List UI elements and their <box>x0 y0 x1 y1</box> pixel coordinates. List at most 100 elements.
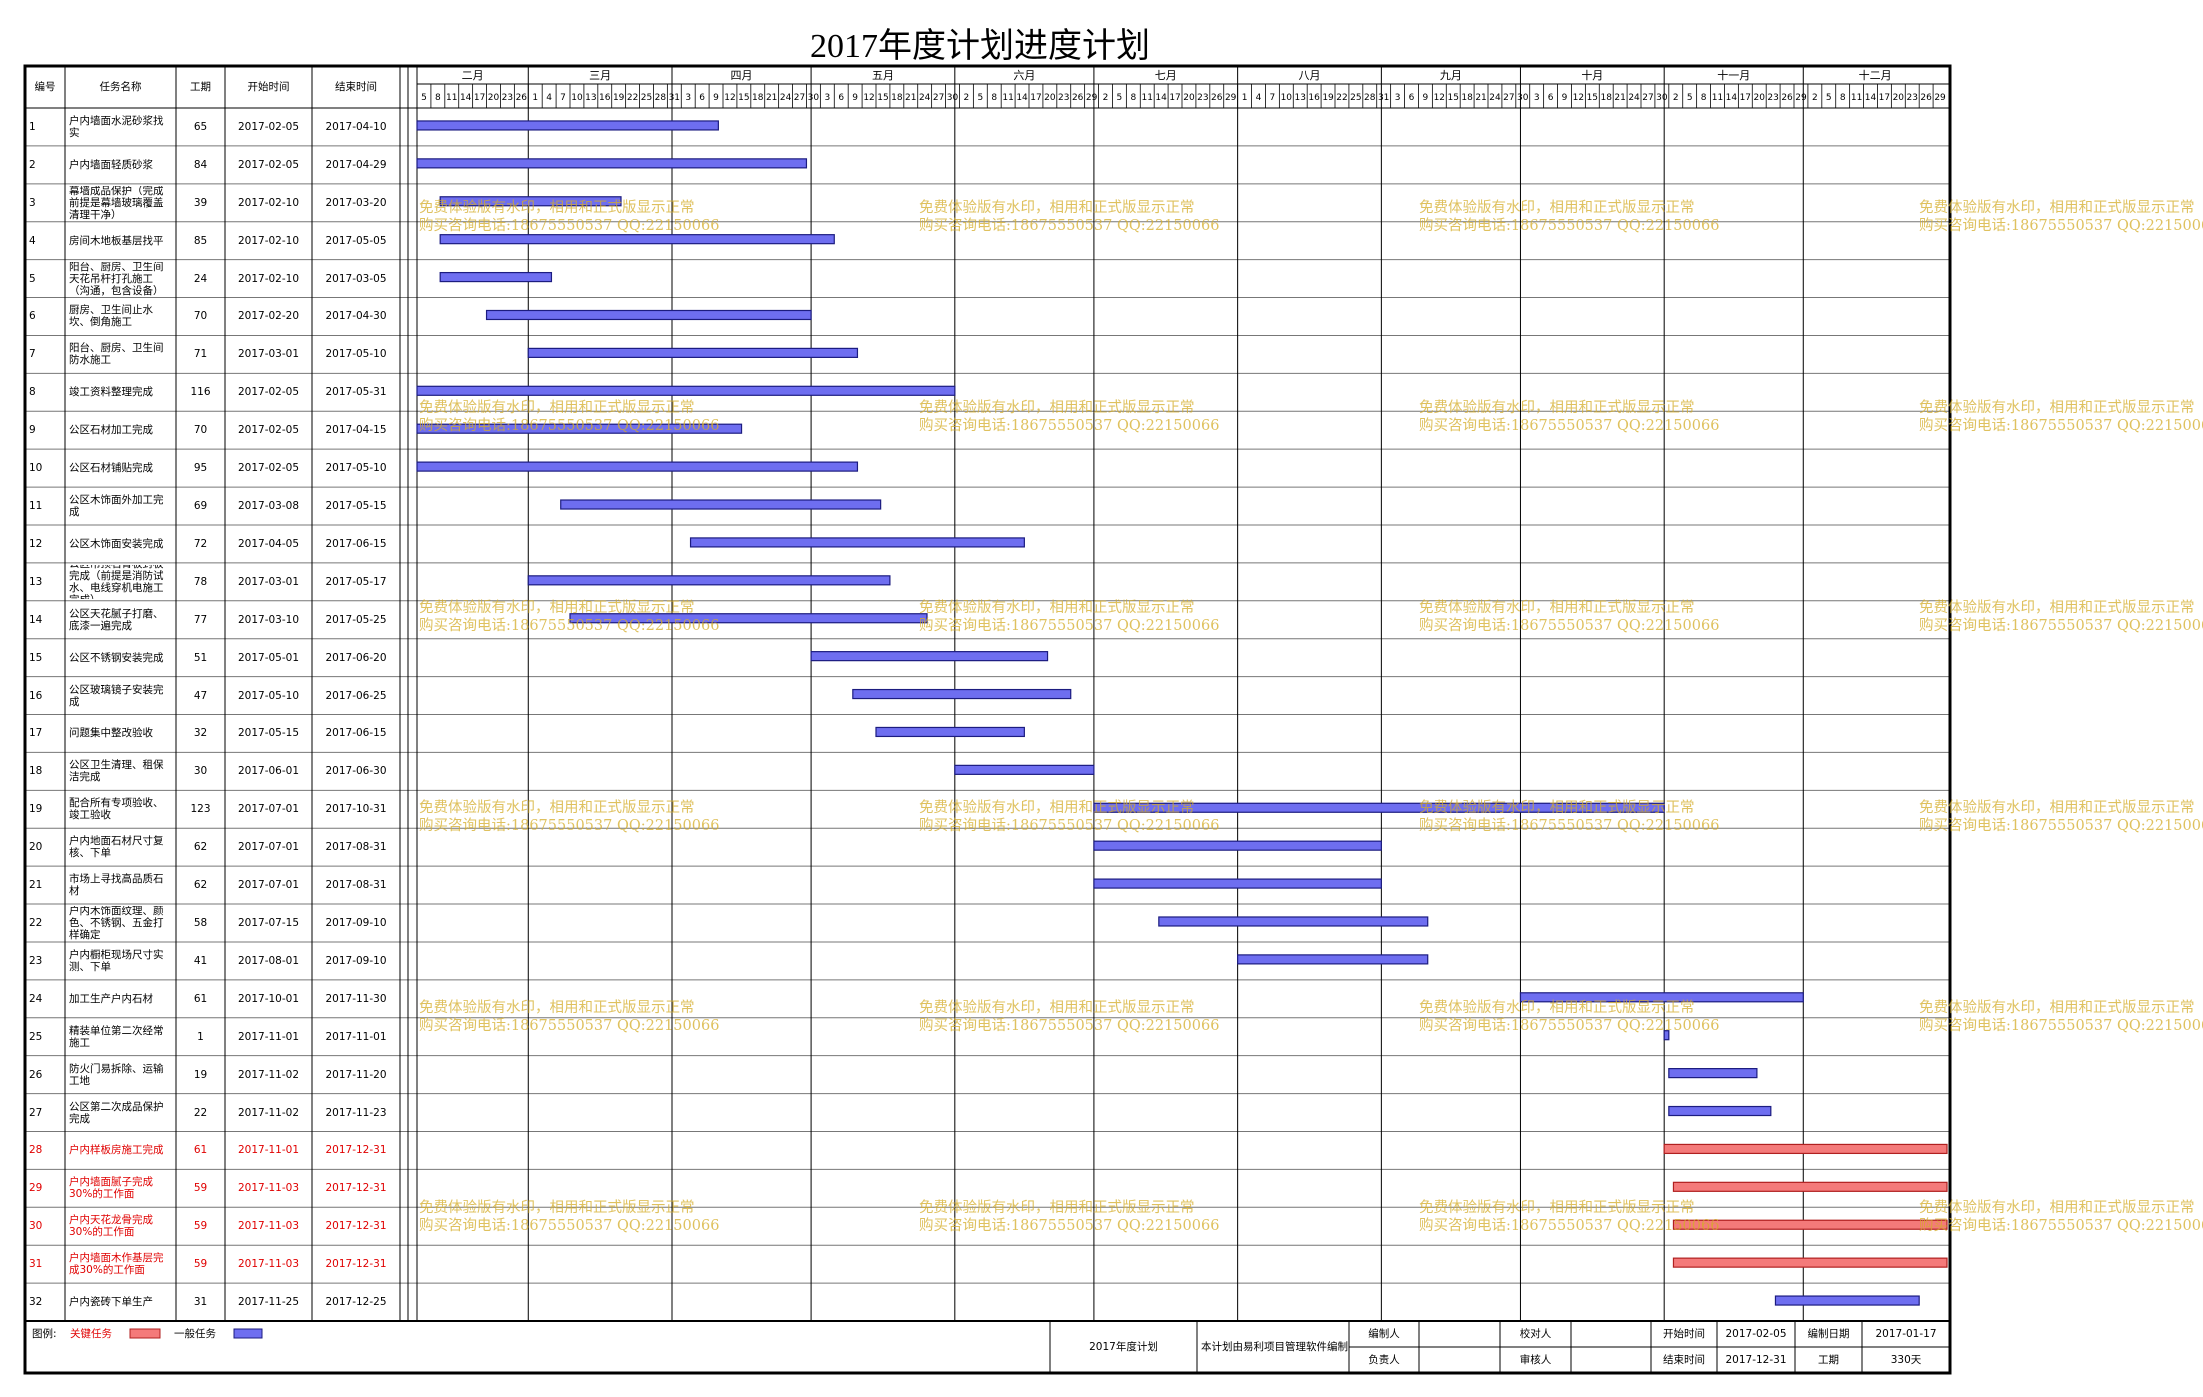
month-label: 八月 <box>1299 69 1321 82</box>
date-value: 2017-01-17 <box>1875 1328 1937 1340</box>
task-id: 9 <box>29 424 36 437</box>
day-label: 15 <box>1448 93 1459 103</box>
day-label: 3 <box>685 93 691 103</box>
day-label: 17 <box>1030 93 1041 103</box>
task-start: 2017-11-03 <box>237 1220 300 1233</box>
day-label: 30 <box>1517 93 1529 103</box>
day-label: 26 <box>1920 93 1932 103</box>
day-label: 27 <box>1503 93 1514 103</box>
day-label: 27 <box>933 93 944 103</box>
task-duration: 39 <box>193 196 208 209</box>
task-duration: 59 <box>193 1258 208 1271</box>
task-end: 2017-06-30 <box>325 765 387 778</box>
day-label: 25 <box>1350 93 1361 103</box>
task-duration: 22 <box>193 1106 208 1119</box>
day-label: 4 <box>1256 93 1262 103</box>
task-end: 2017-12-25 <box>325 1296 387 1309</box>
day-label: 20 <box>1754 93 1766 103</box>
task-id: 21 <box>29 879 43 892</box>
day-label: 28 <box>1364 93 1376 103</box>
watermark: 购买咨询电话:18675550537 QQ:22150066 <box>919 618 1220 634</box>
task-id: 25 <box>29 1030 43 1043</box>
day-label: 8 <box>1840 93 1846 103</box>
watermark: 购买咨询电话:18675550537 QQ:22150066 <box>1919 218 2203 234</box>
day-label: 2 <box>1673 93 1679 103</box>
day-label: 9 <box>1562 93 1568 103</box>
task-end: 2017-04-30 <box>325 310 387 323</box>
day-label: 20 <box>1044 93 1056 103</box>
day-label: 23 <box>502 93 513 103</box>
task-start: 2017-11-03 <box>237 1182 300 1195</box>
day-label: 16 <box>1308 93 1320 103</box>
task-name: 公区不锈钢安装完成 <box>69 651 164 664</box>
task-duration: 72 <box>193 537 208 550</box>
task-id: 13 <box>29 575 43 588</box>
task-end: 2017-12-31 <box>325 1182 387 1195</box>
watermark: 购买咨询电话:18675550537 QQ:22150066 <box>1919 418 2203 434</box>
task-id: 8 <box>29 386 36 399</box>
watermark: 免费体验版有水印，相用和正式版显示正常 <box>1919 1000 2195 1016</box>
task-name: 公区木饰面安装完成 <box>69 537 164 550</box>
task-bar <box>439 196 622 207</box>
task-start: 2017-02-05 <box>237 386 300 399</box>
legend-normal-swatch <box>233 1328 263 1339</box>
watermark: 免费体验版有水印，相用和正式版显示正常 <box>919 1000 1195 1016</box>
task-end: 2017-06-25 <box>325 689 387 702</box>
day-label: 17 <box>1169 93 1180 103</box>
task-duration: 62 <box>193 841 208 854</box>
task-duration: 71 <box>193 348 208 361</box>
plan-name: 2017年度计划 <box>1089 1341 1158 1353</box>
day-label: 5 <box>1117 93 1123 103</box>
task-duration: 77 <box>193 613 208 626</box>
day-label: 20 <box>1893 93 1905 103</box>
watermark: 免费体验版有水印，相用和正式版显示正常 <box>1419 1000 1695 1016</box>
column-header: 任务名称 <box>99 81 142 93</box>
task-duration: 95 <box>193 462 208 475</box>
task-duration: 30 <box>193 765 208 778</box>
task-duration: 32 <box>193 727 208 740</box>
task-id: 23 <box>29 954 43 967</box>
task-end: 2017-11-01 <box>325 1030 387 1043</box>
task-id: 11 <box>29 500 43 513</box>
task-name: 公区第二次成品保护完成 <box>69 1100 164 1125</box>
watermark: 免费体验版有水印，相用和正式版显示正常 <box>1419 800 1695 816</box>
day-label: 25 <box>641 93 652 103</box>
watermark: 免费体验版有水印，相用和正式版显示正常 <box>419 200 695 216</box>
start-value: 2017-02-05 <box>1725 1328 1787 1340</box>
watermark: 免费体验版有水印，相用和正式版显示正常 <box>919 800 1195 816</box>
task-bar <box>1093 840 1382 851</box>
task-id: 20 <box>29 841 43 854</box>
watermark: 购买咨询电话:18675550537 QQ:22150066 <box>1919 618 2203 634</box>
task-duration: 51 <box>193 651 208 664</box>
task-name: 公区石材铺贴完成 <box>69 462 153 475</box>
start-label: 开始时间 <box>1663 1328 1705 1340</box>
day-label: 9 <box>1423 93 1429 103</box>
task-name: 公区木饰面外加工完成 <box>69 494 164 519</box>
task-id: 15 <box>29 651 43 664</box>
day-label: 5 <box>1687 93 1693 103</box>
task-name: 户内天花龙骨完成30%的工作面 <box>69 1214 153 1239</box>
day-label: 6 <box>699 93 705 103</box>
task-duration: 84 <box>193 158 208 171</box>
day-label: 23 <box>1197 93 1208 103</box>
legend-critical: 关键任务 <box>70 1328 112 1340</box>
day-label: 8 <box>991 93 997 103</box>
day-label: 6 <box>838 93 844 103</box>
day-label: 10 <box>1281 93 1293 103</box>
task-end: 2017-05-05 <box>325 234 387 247</box>
checker-label: 校对人 <box>1519 1328 1552 1340</box>
task-bar <box>875 726 1025 738</box>
task-duration: 24 <box>193 272 208 285</box>
watermark: 购买咨询电话:18675550537 QQ:22150066 <box>419 1218 720 1234</box>
critical-task-bar <box>1663 1143 1948 1155</box>
watermark: 购买咨询电话:18675550537 QQ:22150066 <box>919 818 1220 834</box>
reviewer-label: 审核人 <box>1519 1354 1552 1366</box>
day-label: 18 <box>1461 93 1473 103</box>
critical-task-bar <box>1672 1181 1948 1192</box>
task-start: 2017-11-01 <box>237 1144 300 1157</box>
task-start: 2017-02-10 <box>237 234 300 247</box>
watermark: 免费体验版有水印，相用和正式版显示正常 <box>419 1000 695 1016</box>
task-bar <box>485 309 812 321</box>
editor-label: 编制人 <box>1368 1328 1400 1340</box>
